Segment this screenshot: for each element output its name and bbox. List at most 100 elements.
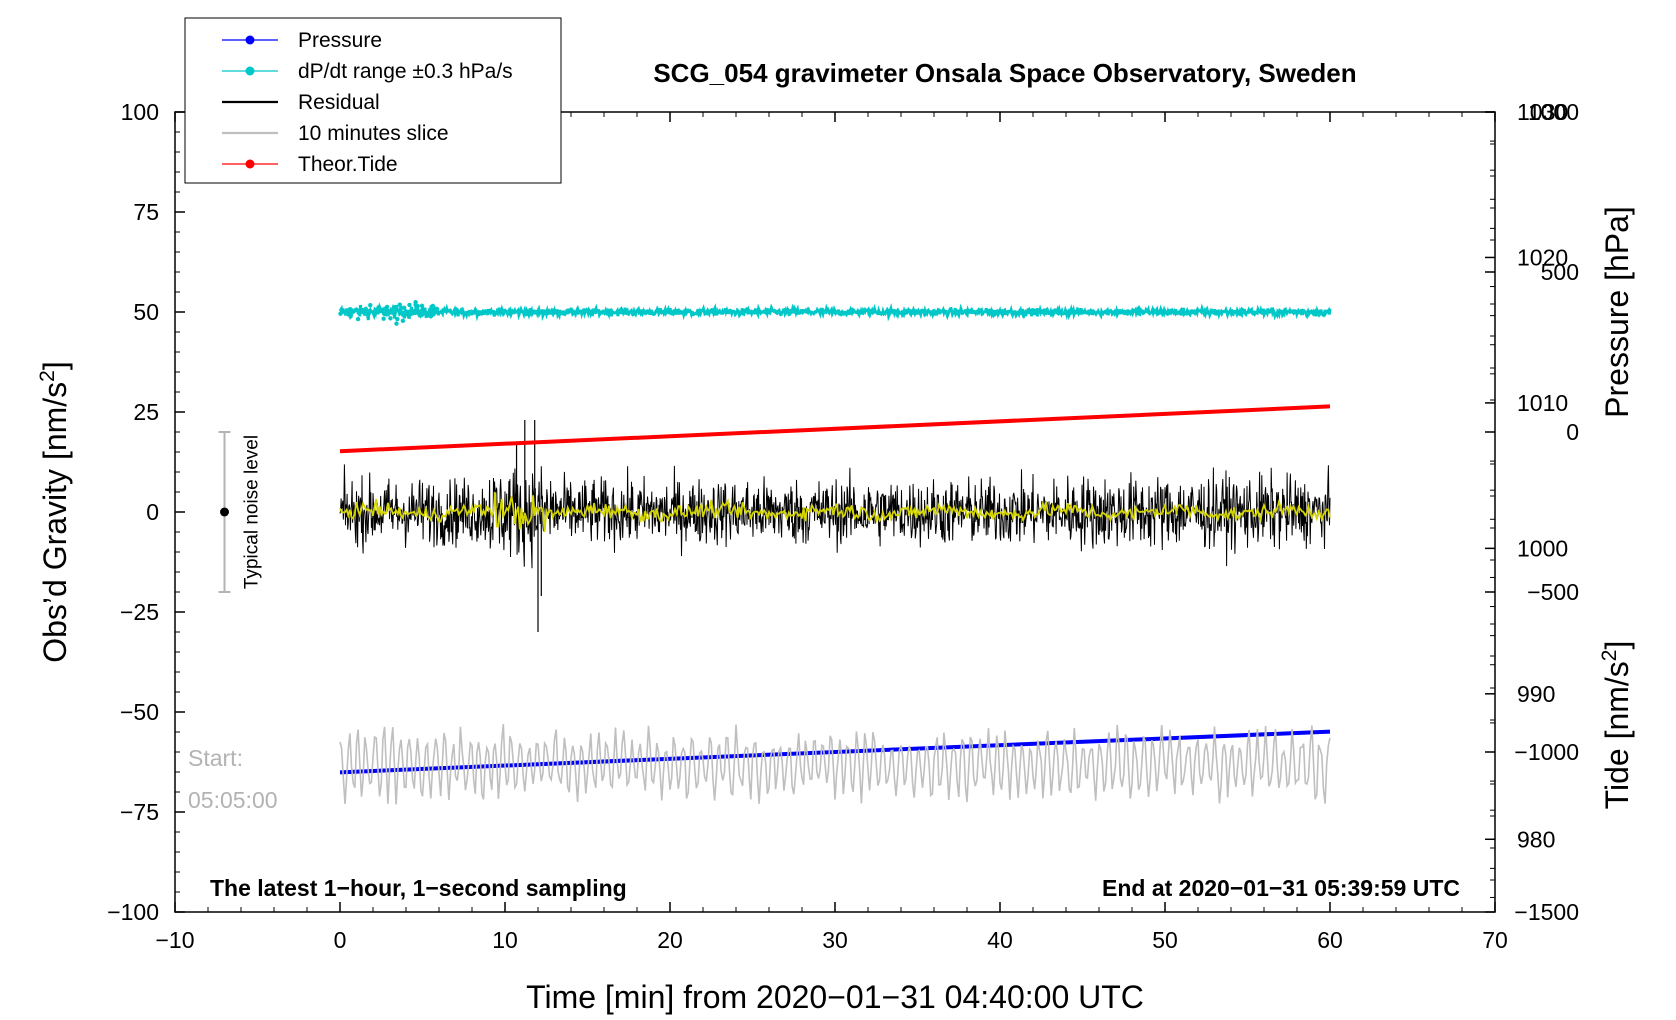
noise-center-dot	[220, 507, 229, 517]
dpdt-point	[376, 305, 381, 310]
y-tick-label: −100	[107, 899, 159, 925]
series-layer	[338, 299, 1332, 805]
x-axis-ticks: −10 0 10 20 30 40 50 60 70	[155, 112, 1508, 953]
dpdt-point	[338, 311, 343, 316]
dpdt-series-line	[338, 302, 1332, 322]
tide-tick-label: 0	[1566, 419, 1579, 445]
tide-tick-label: −1500	[1514, 899, 1579, 925]
dpdt-point	[428, 313, 433, 318]
residual-smooth-line	[339, 492, 1331, 533]
tide-tick-label: −1000	[1514, 739, 1579, 765]
tide-axis-title-end: ]	[1599, 641, 1635, 650]
dpdt-point	[384, 304, 390, 310]
dpdt-point	[417, 312, 423, 317]
dpdt-point	[395, 316, 400, 322]
dpdt-point	[392, 305, 398, 310]
pressure-tick-label: 1020	[1517, 244, 1568, 270]
dpdt-point	[381, 316, 386, 321]
x-tick-label: 50	[1152, 927, 1178, 953]
tide-axis-title-sup: 2	[1598, 650, 1621, 662]
pressure-tick-label: 1030	[1517, 99, 1568, 125]
legend-marker	[245, 66, 255, 76]
y-tick-label: 0	[146, 499, 159, 525]
dpdt-point	[407, 302, 412, 308]
dpdt-point	[400, 311, 405, 316]
dpdt-point	[355, 316, 361, 322]
legend-label: 10 minutes slice	[298, 122, 449, 145]
legend-label: Pressure	[298, 29, 382, 52]
dpdt-point	[424, 313, 429, 318]
pressure-axis-title: Pressure [hPa]	[1599, 206, 1635, 418]
pressure-tick-label: 990	[1517, 681, 1555, 707]
end-time-note: End at 2020−01−31 05:39:59 UTC	[1102, 875, 1460, 901]
dpdt-point	[368, 303, 373, 308]
dpdt-point	[359, 309, 364, 314]
dpdt-point	[415, 303, 420, 309]
dpdt-point	[347, 306, 353, 312]
left-axis-title: Obs’d Gravity [nm/s2]	[36, 361, 73, 663]
x-axis-title: Time [min] from 2020−01−31 04:40:00 UTC	[526, 979, 1144, 1015]
x-tick-label: 20	[657, 927, 683, 953]
tide-axis-ticks: 1000 500 0 −500 −1000 −1500	[1485, 99, 1579, 925]
dpdt-point	[400, 318, 406, 324]
x-tick-label: 30	[822, 927, 848, 953]
pressure-tick-label: 980	[1517, 826, 1555, 852]
y-tick-label: −75	[120, 799, 159, 825]
legend-box	[184, 17, 562, 184]
y-tick-label: 100	[121, 99, 159, 125]
noise-level-indicator: Typical noise level	[218, 431, 263, 593]
x-tick-label: −10	[155, 927, 194, 953]
minor-ticks	[175, 112, 1495, 912]
x-tick-label: 60	[1317, 927, 1343, 953]
start-label: Start:	[188, 745, 243, 771]
dpdt-point	[401, 305, 407, 311]
y-tick-label: −50	[120, 699, 159, 725]
left-axis-title-sup: 2	[36, 370, 59, 382]
left-axis-title-end: ]	[37, 361, 73, 370]
y-tick-label: −25	[120, 599, 159, 625]
legend-label: dP/dt range ±0.3 hPa/s	[298, 60, 513, 83]
slice-series-line	[339, 724, 1331, 805]
dpdt-point	[397, 302, 403, 307]
x-tick-label: 0	[334, 927, 347, 953]
dpdt-point	[413, 299, 418, 305]
dpdt-point	[363, 306, 368, 312]
start-time-label: 05:05:00	[188, 787, 278, 813]
left-axis-ticks: 100 75 50 25 0 −25 −50 −75 −100	[107, 99, 185, 925]
legend-label: Theor.Tide	[298, 153, 398, 176]
chart-title: SCG_054 gravimeter Onsala Space Observat…	[653, 58, 1356, 88]
dpdt-point	[343, 310, 349, 315]
y-tick-label: 75	[133, 199, 159, 225]
legend-label: Residual	[298, 91, 380, 114]
pressure-tick-label: 1000	[1517, 535, 1568, 561]
y-tick-label: 50	[133, 299, 159, 325]
dpdt-point	[390, 310, 395, 315]
x-tick-label: 40	[987, 927, 1013, 953]
legend-marker	[245, 35, 255, 45]
dpdt-point	[429, 304, 434, 310]
noise-label: Typical noise level	[242, 435, 263, 589]
tide-series-line	[339, 404, 1331, 454]
residual-series-line	[339, 464, 1331, 569]
dpdt-point	[419, 303, 425, 309]
x-tick-label: 10	[492, 927, 518, 953]
tide-axis-title: Tide [nm/s2]	[1598, 641, 1635, 810]
legend: Pressure dP/dt range ±0.3 hPa/s Residual 10…	[184, 17, 562, 184]
tide-axis-title-main: Tide [nm/s	[1599, 661, 1635, 809]
tide-tick-label: 500	[1541, 259, 1579, 285]
dpdt-point	[394, 321, 399, 326]
tide-tick-label: −500	[1527, 579, 1579, 605]
legend-marker	[245, 159, 255, 169]
pressure-tick-label: 1010	[1517, 390, 1568, 416]
left-axis-title-main: Obs’d Gravity [nm/s	[37, 382, 73, 663]
dpdt-point	[382, 311, 387, 317]
dpdt-point	[354, 307, 359, 312]
y-tick-label: 25	[133, 399, 159, 425]
sampling-note: The latest 1−hour, 1−second sampling	[210, 875, 627, 901]
dpdt-point	[388, 316, 393, 321]
dpdt-point	[403, 309, 408, 314]
pressure-axis-ticks: 1030 1020 1010 1000 990 980	[1485, 99, 1568, 852]
tide-tick-label: 1000	[1528, 99, 1579, 125]
x-tick-label: 70	[1482, 927, 1508, 953]
